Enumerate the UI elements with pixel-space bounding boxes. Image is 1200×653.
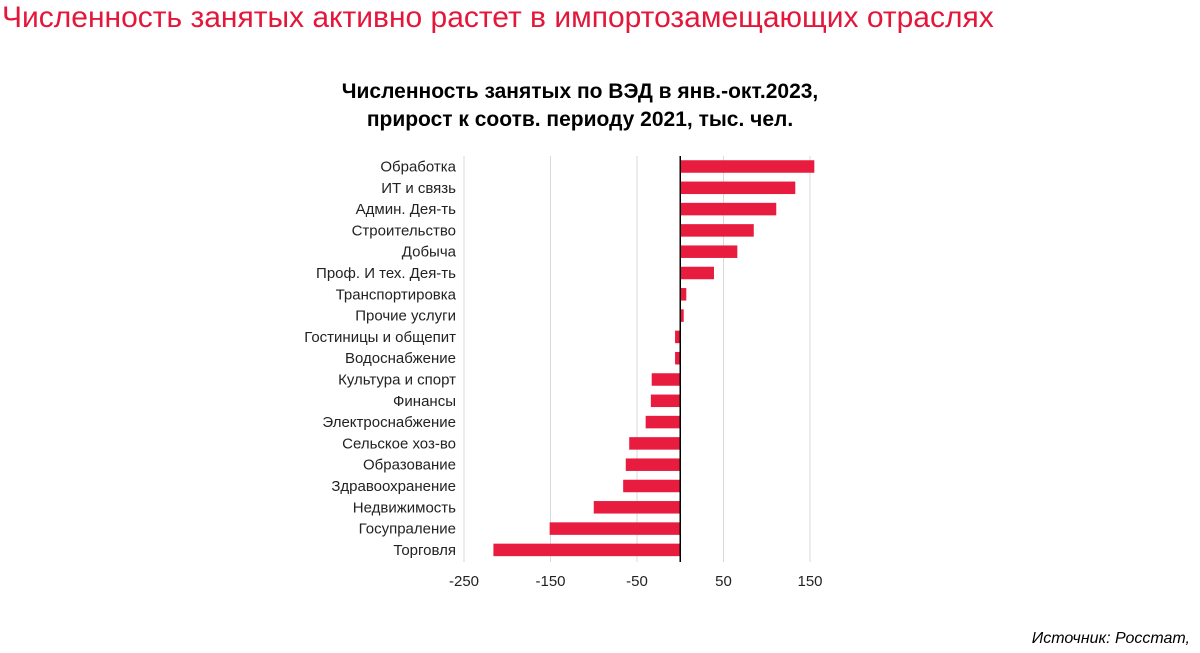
bar bbox=[680, 181, 796, 195]
source-note: Источник: Росстат, bbox=[1031, 630, 1190, 647]
bar bbox=[680, 245, 738, 258]
tick-labels-layer: -250 -150 -50 50 150 bbox=[449, 573, 823, 590]
category-label: Сельское хоз-во bbox=[342, 435, 456, 452]
category-label: Транспортировка bbox=[336, 286, 457, 303]
category-label: Недвижимость bbox=[353, 499, 456, 516]
bar bbox=[680, 224, 754, 237]
bar bbox=[675, 351, 681, 365]
bar bbox=[680, 288, 687, 301]
x-tick-label: 50 bbox=[715, 573, 732, 590]
chart-title: Численность занятых по ВЭД в янв.-окт.20… bbox=[341, 80, 819, 131]
bar bbox=[680, 309, 684, 322]
bar bbox=[680, 160, 815, 173]
category-label: Проф. И тех. Дея-ть bbox=[316, 265, 456, 282]
bars-layer bbox=[493, 160, 815, 557]
category-label: Строительство bbox=[352, 222, 456, 239]
bar bbox=[493, 543, 681, 557]
x-tick-label: -150 bbox=[535, 573, 565, 590]
bar bbox=[593, 501, 681, 514]
x-tick-label: -250 bbox=[449, 573, 479, 590]
category-label: Финансы bbox=[393, 393, 456, 410]
category-labels-layer: Обработка ИТ и связь Админ. Дея-ть Строител… bbox=[304, 159, 456, 559]
category-label: Водоснабжение bbox=[345, 350, 456, 367]
category-label: Электроснабжение bbox=[322, 414, 456, 431]
category-label: Культура и спорт bbox=[338, 372, 456, 389]
category-label: Торговля bbox=[393, 542, 456, 559]
category-label: Обработка bbox=[380, 159, 456, 176]
category-label: Добыча bbox=[402, 244, 457, 261]
category-label: Гостиницы и общепит bbox=[304, 329, 456, 346]
x-tick-label: -50 bbox=[626, 573, 648, 590]
bar bbox=[623, 479, 681, 493]
category-label: Админ. Дея-ть bbox=[356, 201, 457, 218]
category-label: Образование bbox=[363, 457, 456, 474]
category-label: Госупраление bbox=[359, 521, 456, 538]
category-label: Прочие услуги bbox=[355, 308, 456, 325]
x-tick-label: 150 bbox=[797, 573, 822, 590]
bar bbox=[645, 415, 681, 429]
bar bbox=[625, 458, 681, 471]
category-label: Здравоохранение bbox=[331, 478, 456, 495]
bar bbox=[629, 437, 681, 450]
category-label: ИТ и связь bbox=[381, 180, 456, 197]
slide-headline: Численность занятых активно растет в имп… bbox=[2, 1, 994, 34]
bar bbox=[680, 266, 714, 280]
bar bbox=[680, 202, 777, 216]
bar bbox=[549, 522, 681, 535]
grid-layer bbox=[463, 156, 811, 562]
bar bbox=[651, 373, 681, 386]
bar bbox=[650, 394, 681, 408]
bar bbox=[675, 330, 681, 344]
